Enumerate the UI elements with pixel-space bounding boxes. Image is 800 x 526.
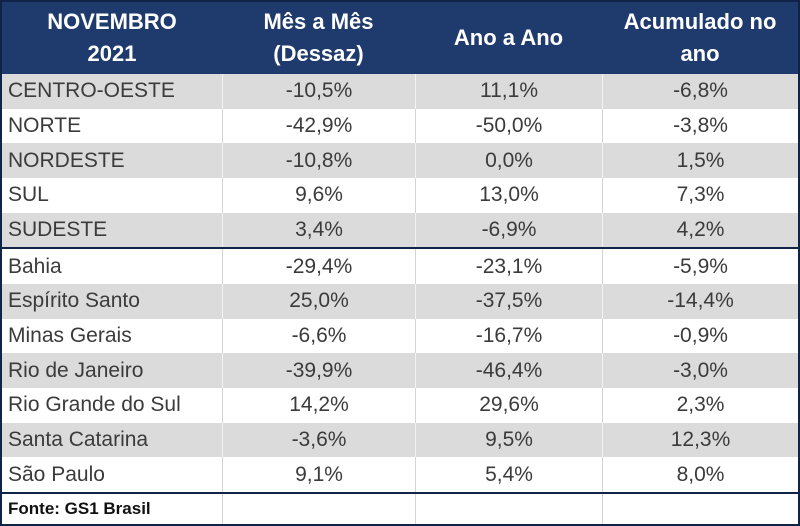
yoy-value-cell: -37,5% (415, 284, 602, 319)
table-row: Rio Grande do Sul 14,2% 29,6% 2,3% (2, 388, 798, 423)
mom-value-cell: 3,4% (222, 212, 415, 248)
header-period-line1: NOVEMBRO (47, 9, 177, 34)
region-name-cell: Rio Grande do Sul (8, 393, 181, 417)
table-row: Rio de Janeiro -39,9% -46,4% -3,0% (2, 353, 798, 389)
mom-value-cell: 9,6% (222, 178, 415, 213)
mom-value-cell: -10,8% (222, 143, 415, 179)
mom-value-cell: -39,9% (222, 353, 415, 389)
ytd-value-cell: 7,3% (602, 178, 798, 213)
region-name-cell: Espírito Santo (8, 289, 140, 313)
mom-value-cell: -42,9% (222, 108, 415, 144)
yoy-value-cell: 29,6% (415, 388, 602, 423)
ytd-value-cell: -3,8% (602, 108, 798, 144)
header-ytd-line1: Acumulado no (623, 9, 777, 34)
region-name-cell: São Paulo (8, 462, 105, 486)
yoy-value-cell: -6,9% (415, 212, 602, 248)
ytd-value-cell: 8,0% (602, 457, 798, 493)
region-name-cell: Minas Gerais (8, 324, 132, 348)
header-yoy-line1: Ano a Ano (453, 25, 564, 50)
mom-value-cell: -3,6% (222, 422, 415, 458)
table-row: CENTRO-OESTE -10,5% 11,1% -6,8% (2, 74, 798, 109)
ytd-value-cell: 1,5% (602, 143, 798, 179)
region-name-cell: NORDESTE (8, 148, 125, 172)
table-row: Bahia -29,4% -23,1% -5,9% (2, 249, 798, 285)
yoy-value-cell: -50,0% (415, 108, 602, 144)
yoy-value-cell: -46,4% (415, 353, 602, 389)
yoy-value-cell: 9,5% (415, 422, 602, 458)
yoy-value-cell: -23,1% (415, 249, 602, 285)
region-name-cell: SUDESTE (8, 218, 108, 242)
region-name-cell: NORTE (8, 114, 82, 137)
ytd-value-cell: 12,3% (602, 422, 798, 458)
ytd-value-cell: -6,8% (602, 74, 798, 109)
table-header: NOVEMBRO 2021 Mês a Mês (Dessaz) Ano a A… (2, 2, 798, 74)
table-row: NORDESTE -10,8% 0,0% 1,5% (2, 143, 798, 179)
table-body: CENTRO-OESTE -10,5% 11,1% -6,8% NORTE -4… (2, 74, 798, 493)
table-row: SUDESTE 3,4% -6,9% 4,2% (2, 212, 798, 250)
ytd-value-cell: -5,9% (602, 249, 798, 285)
header-col-mom: Mês a Mês (Dessaz) (222, 2, 415, 74)
ytd-value-cell: -3,0% (602, 353, 798, 389)
ytd-value-cell: 4,2% (602, 212, 798, 248)
header-mom-line2: (Dessaz) (273, 41, 364, 66)
mom-value-cell: 25,0% (222, 284, 415, 319)
mom-value-cell: 9,1% (222, 457, 415, 493)
header-col-ytd: Acumulado no ano (602, 2, 798, 74)
footer-empty-cell (415, 494, 602, 524)
table-row: Espírito Santo 25,0% -37,5% -14,4% (2, 284, 798, 319)
yoy-value-cell: 0,0% (415, 143, 602, 179)
header-period-line2: 2021 (87, 41, 137, 66)
region-name-cell: CENTRO-OESTE (8, 79, 175, 103)
header-col-period: NOVEMBRO 2021 (2, 2, 222, 74)
region-name-cell: SUL (8, 183, 49, 207)
region-name-cell: Santa Catarina (8, 428, 149, 452)
table-row: NORTE -42,9% -50,0% -3,8% (2, 108, 798, 144)
ytd-value-cell: 2,3% (602, 388, 798, 423)
header-col-yoy: Ano a Ano (415, 2, 602, 74)
table-footer: Fonte: GS1 Brasil (2, 492, 798, 524)
region-name-cell: Bahia (8, 254, 62, 278)
footer-empty-cell (602, 494, 798, 524)
ytd-value-cell: -14,4% (602, 284, 798, 319)
mom-value-cell: -10,5% (222, 74, 415, 109)
footer-empty-cell (222, 494, 415, 524)
ytd-value-cell: -0,9% (602, 318, 798, 354)
source-label: Fonte: GS1 Brasil (8, 499, 151, 518)
header-mom-line1: Mês a Mês (263, 9, 374, 34)
table-row: SUL 9,6% 13,0% 7,3% (2, 178, 798, 213)
yoy-value-cell: 11,1% (415, 74, 602, 109)
header-ytd-line2: ano (680, 41, 720, 66)
mom-value-cell: -29,4% (222, 249, 415, 285)
table-row: São Paulo 9,1% 5,4% 8,0% (2, 457, 798, 493)
mom-value-cell: -6,6% (222, 318, 415, 354)
yoy-value-cell: 13,0% (415, 178, 602, 213)
table-row: Minas Gerais -6,6% -16,7% -0,9% (2, 318, 798, 354)
yoy-value-cell: -16,7% (415, 318, 602, 354)
region-name-cell: Rio de Janeiro (8, 358, 144, 382)
yoy-value-cell: 5,4% (415, 457, 602, 493)
table-row: Santa Catarina -3,6% 9,5% 12,3% (2, 422, 798, 458)
mom-value-cell: 14,2% (222, 388, 415, 423)
